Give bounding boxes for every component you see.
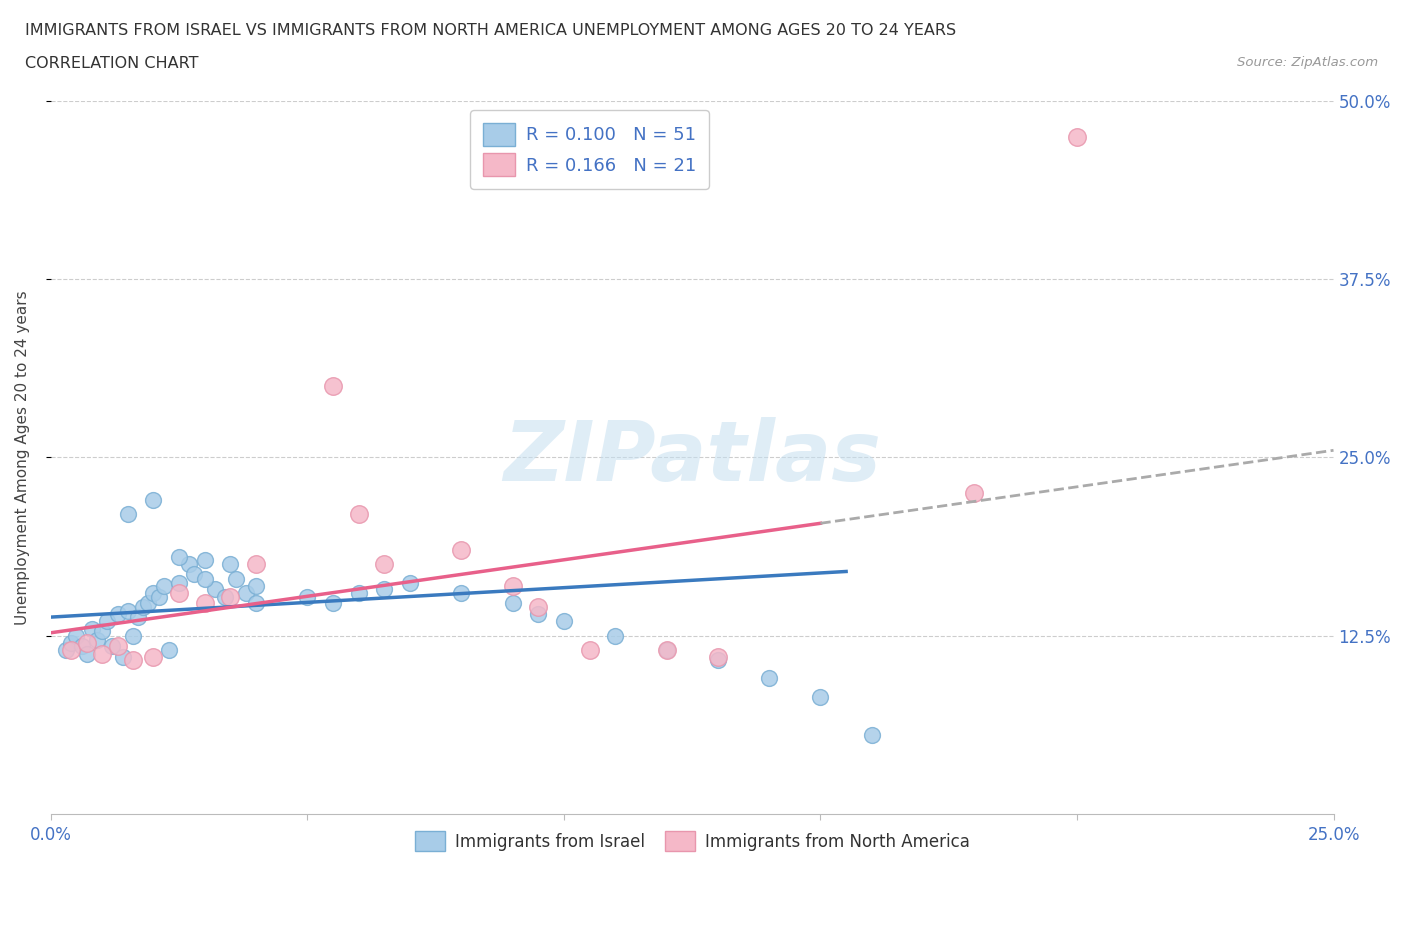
Point [214, 590, 236, 604]
Point [167, 576, 190, 591]
Point [758, 671, 780, 685]
Point [167, 550, 190, 565]
Text: CORRELATION CHART: CORRELATION CHART [25, 56, 198, 71]
Point [107, 638, 129, 653]
Point [373, 581, 395, 596]
Text: IMMIGRANTS FROM ISRAEL VS IMMIGRANTS FROM NORTH AMERICA UNEMPLOYMENT AMONG AGES : IMMIGRANTS FROM ISRAEL VS IMMIGRANTS FRO… [25, 23, 956, 38]
Point [963, 485, 986, 500]
Point [322, 595, 344, 610]
Point [127, 610, 149, 625]
Point [136, 595, 159, 610]
Point [183, 567, 205, 582]
Point [245, 595, 267, 610]
Point [179, 557, 201, 572]
Point [107, 606, 129, 621]
Point [553, 614, 575, 629]
Point [1066, 129, 1088, 144]
Point [142, 649, 165, 664]
Point [502, 578, 524, 593]
Point [167, 585, 190, 600]
Point [152, 578, 174, 593]
Point [655, 643, 678, 658]
Point [297, 590, 319, 604]
Point [527, 606, 550, 621]
Point [347, 507, 370, 522]
Point [527, 600, 550, 615]
Point [60, 635, 83, 650]
Point [157, 643, 180, 658]
Point [707, 653, 730, 668]
Point [148, 590, 170, 604]
Point [55, 643, 77, 658]
Legend: Immigrants from Israel, Immigrants from North America: Immigrants from Israel, Immigrants from … [406, 823, 979, 859]
Point [219, 590, 242, 604]
Point [322, 379, 344, 393]
Point [101, 638, 124, 653]
Point [142, 493, 165, 508]
Text: Source: ZipAtlas.com: Source: ZipAtlas.com [1237, 56, 1378, 69]
Point [578, 643, 600, 658]
Point [65, 628, 87, 643]
Point [245, 557, 267, 572]
Point [70, 638, 93, 653]
Point [450, 543, 472, 558]
Point [225, 571, 247, 586]
Point [91, 624, 114, 639]
Point [860, 728, 883, 743]
Point [399, 576, 422, 591]
Point [111, 649, 134, 664]
Point [117, 604, 139, 618]
Point [450, 585, 472, 600]
Point [122, 628, 145, 643]
Point [707, 649, 730, 664]
Point [194, 552, 217, 567]
Point [142, 585, 165, 600]
Point [76, 646, 98, 661]
Point [80, 621, 103, 636]
Text: ZIPatlas: ZIPatlas [503, 417, 882, 498]
Point [86, 632, 108, 647]
Point [245, 578, 267, 593]
Point [605, 628, 627, 643]
Point [655, 643, 678, 658]
Point [810, 689, 832, 704]
Point [132, 600, 155, 615]
Point [76, 635, 98, 650]
Point [122, 653, 145, 668]
Point [219, 557, 242, 572]
Point [204, 581, 226, 596]
Point [502, 595, 524, 610]
Y-axis label: Unemployment Among Ages 20 to 24 years: Unemployment Among Ages 20 to 24 years [15, 290, 30, 625]
Point [347, 585, 370, 600]
Point [194, 595, 217, 610]
Point [117, 507, 139, 522]
Point [91, 646, 114, 661]
Point [60, 643, 83, 658]
Point [194, 571, 217, 586]
Point [96, 614, 118, 629]
Point [373, 557, 395, 572]
Point [235, 585, 257, 600]
